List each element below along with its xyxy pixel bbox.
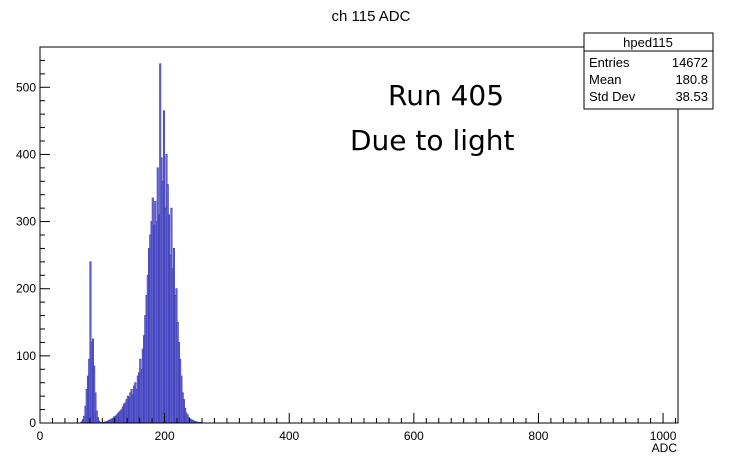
x-tick-label: 200 — [155, 429, 175, 443]
stats-label-entries: Entries — [589, 55, 630, 70]
stats-label-mean: Mean — [589, 72, 622, 87]
x-tick-label: 1000 — [650, 429, 677, 443]
stats-value-mean: 180.8 — [675, 72, 708, 87]
y-tick-label: 300 — [16, 215, 36, 229]
stats-label-stddev: Std Dev — [589, 89, 636, 104]
stats-value-entries: 14672 — [672, 55, 708, 70]
x-axis-label: ADC — [652, 441, 678, 455]
y-axis: 0 100 200 300 400 500 — [16, 59, 50, 430]
y-tick-label: 100 — [16, 349, 36, 363]
histogram-bars — [80, 63, 202, 424]
chart-title: ch 115 ADC — [332, 8, 411, 25]
stats-box-frame — [583, 32, 714, 110]
y-tick-label: 400 — [16, 147, 36, 161]
annotation-run: Run 405 — [388, 79, 504, 112]
y-tick-label: 500 — [16, 80, 36, 94]
stats-box-title: hped115 — [623, 35, 673, 50]
stats-box: hped115 Entries 14672 Mean 180.8 Std Dev… — [583, 32, 714, 110]
x-tick-label: 0 — [37, 429, 44, 443]
annotation-note: Due to light — [350, 124, 515, 157]
x-tick-label: 600 — [404, 429, 424, 443]
plot-frame — [39, 46, 679, 424]
x-tick-label: 400 — [279, 429, 299, 443]
x-tick-label: 800 — [528, 429, 548, 443]
y-tick-label: 200 — [16, 282, 36, 296]
stats-value-stddev: 38.53 — [675, 89, 708, 104]
y-tick-label: 0 — [29, 416, 36, 430]
x-axis: 0 200 400 600 800 1000 — [37, 413, 677, 443]
